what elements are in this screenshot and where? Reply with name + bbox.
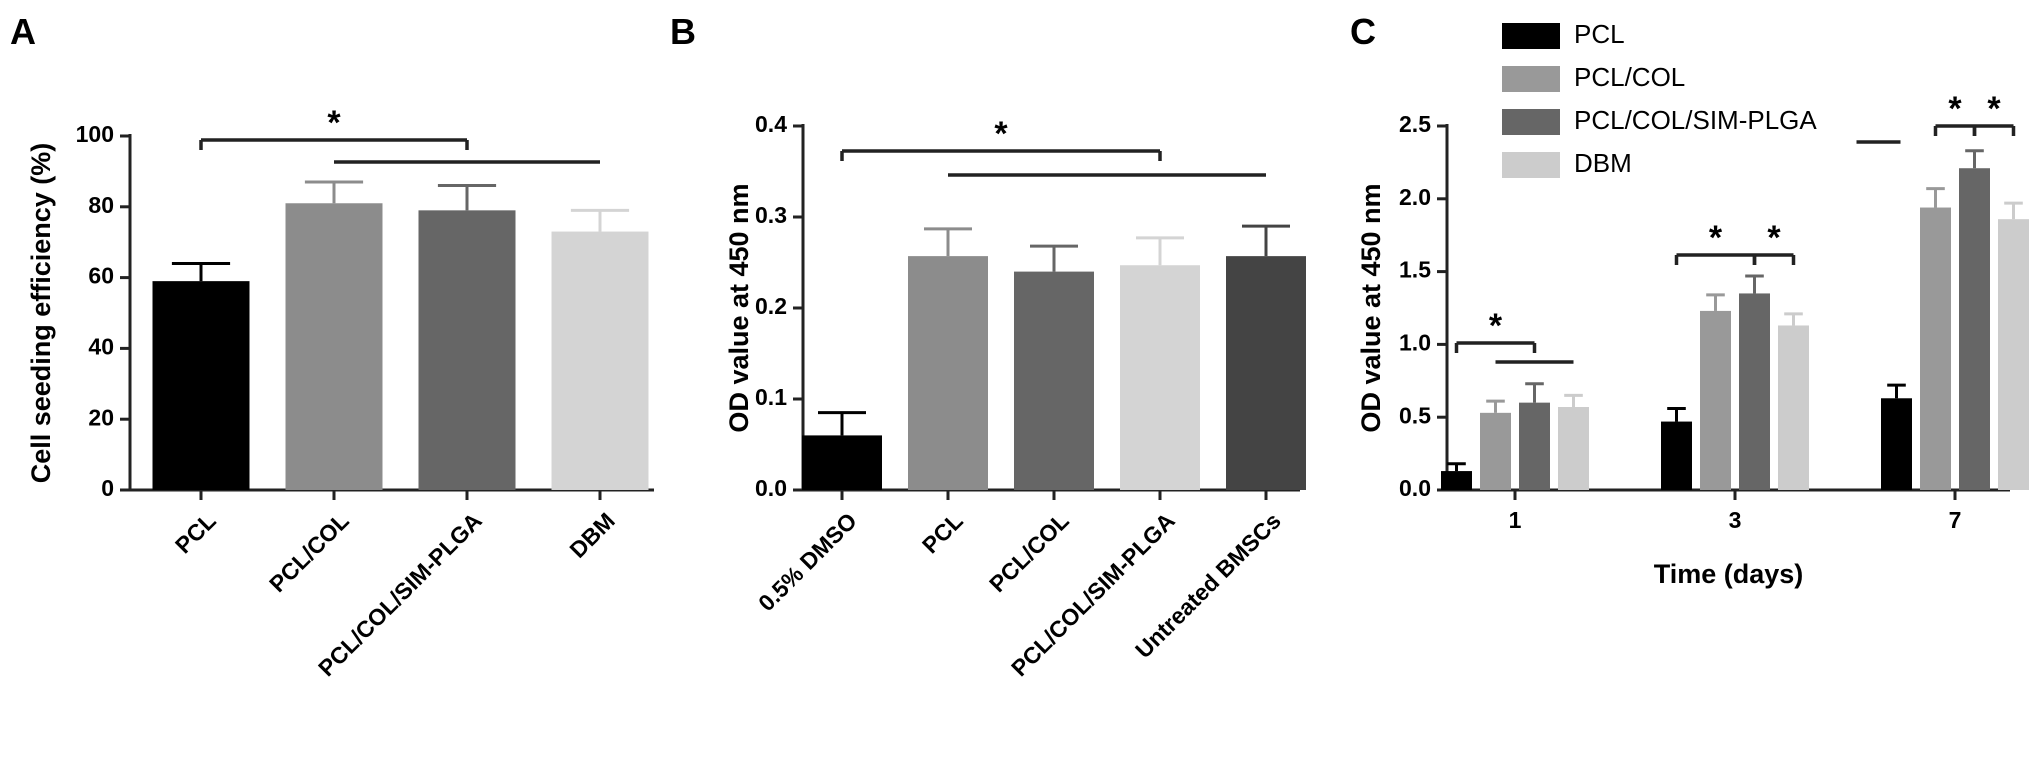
x-tick-label: PCL xyxy=(917,507,968,558)
y-tick-label: 0 xyxy=(101,475,114,501)
y-tick-label: 20 xyxy=(88,404,114,430)
y-tick-label: 0.5 xyxy=(1399,402,1431,428)
bar xyxy=(1778,325,1809,490)
y-axis-title: Cell seeding efficiency (%) xyxy=(26,143,56,484)
bar xyxy=(802,435,882,490)
y-tick-label: 40 xyxy=(88,333,114,359)
legend-label: PCL xyxy=(1574,19,1625,49)
y-tick-label: 0.2 xyxy=(755,293,787,319)
y-axis-title: OD value at 450 nm xyxy=(724,183,754,432)
panel-label: A xyxy=(10,11,36,52)
legend-swatch xyxy=(1502,66,1560,92)
bar xyxy=(1739,293,1770,490)
y-axis-title: OD value at 450 nm xyxy=(1356,183,1386,432)
x-tick-label: PCL/COL xyxy=(264,507,354,597)
y-tick-label: 100 xyxy=(76,121,114,147)
y-tick-label: 0.1 xyxy=(755,384,787,410)
y-tick-label: 0.4 xyxy=(755,111,787,137)
bar xyxy=(1881,398,1912,490)
y-tick-label: 0.3 xyxy=(755,202,787,228)
significance-marker: * xyxy=(1709,219,1723,257)
bar xyxy=(551,231,649,490)
bar xyxy=(418,210,516,490)
y-tick-label: 1.0 xyxy=(1399,329,1431,355)
bar xyxy=(1014,271,1094,490)
significance-marker: * xyxy=(1489,307,1503,345)
significance-marker: * xyxy=(327,104,341,142)
significance-marker: * xyxy=(1948,90,1962,128)
bar xyxy=(285,203,383,490)
bar xyxy=(1226,256,1306,490)
x-axis-title: Time (days) xyxy=(1654,559,1804,589)
y-tick-label: 0.0 xyxy=(755,475,787,501)
significance-marker: * xyxy=(1767,219,1781,257)
bar xyxy=(1441,471,1472,490)
panel-label: B xyxy=(670,11,696,52)
y-tick-label: 2.5 xyxy=(1399,111,1431,137)
y-tick-label: 0.0 xyxy=(1399,475,1431,501)
x-tick-label: DBM xyxy=(564,507,619,562)
y-tick-label: 2.0 xyxy=(1399,184,1431,210)
x-tick-label: 1 xyxy=(1509,507,1522,533)
legend-label: PCL/COL/SIM-PLGA xyxy=(1574,105,1817,135)
bar xyxy=(1661,421,1692,490)
legend-swatch xyxy=(1502,152,1560,178)
bar xyxy=(1480,412,1511,490)
bar xyxy=(1700,310,1731,490)
bar xyxy=(1519,402,1550,490)
x-tick-label: 0.5% DMSO xyxy=(753,507,862,616)
y-tick-label: 60 xyxy=(88,263,114,289)
bar xyxy=(1120,265,1200,490)
x-tick-label: PCL/COL xyxy=(984,507,1074,597)
panel-label: C xyxy=(1350,11,1376,52)
legend-label: DBM xyxy=(1574,148,1632,178)
bar xyxy=(152,281,250,490)
bar xyxy=(1998,219,2029,490)
x-tick-label: 7 xyxy=(1949,507,1962,533)
bar xyxy=(1558,407,1589,490)
y-tick-label: 80 xyxy=(88,192,114,218)
bar xyxy=(1920,207,1951,490)
legend-swatch xyxy=(1502,23,1560,49)
x-tick-label: 3 xyxy=(1729,507,1742,533)
legend-label: PCL/COL xyxy=(1574,62,1685,92)
bar xyxy=(1959,168,1990,490)
bar xyxy=(908,256,988,490)
significance-marker: * xyxy=(994,115,1008,153)
y-tick-label: 1.5 xyxy=(1399,257,1431,283)
x-tick-label: PCL xyxy=(170,507,221,558)
significance-marker: * xyxy=(1987,90,2001,128)
legend-swatch xyxy=(1502,109,1560,135)
